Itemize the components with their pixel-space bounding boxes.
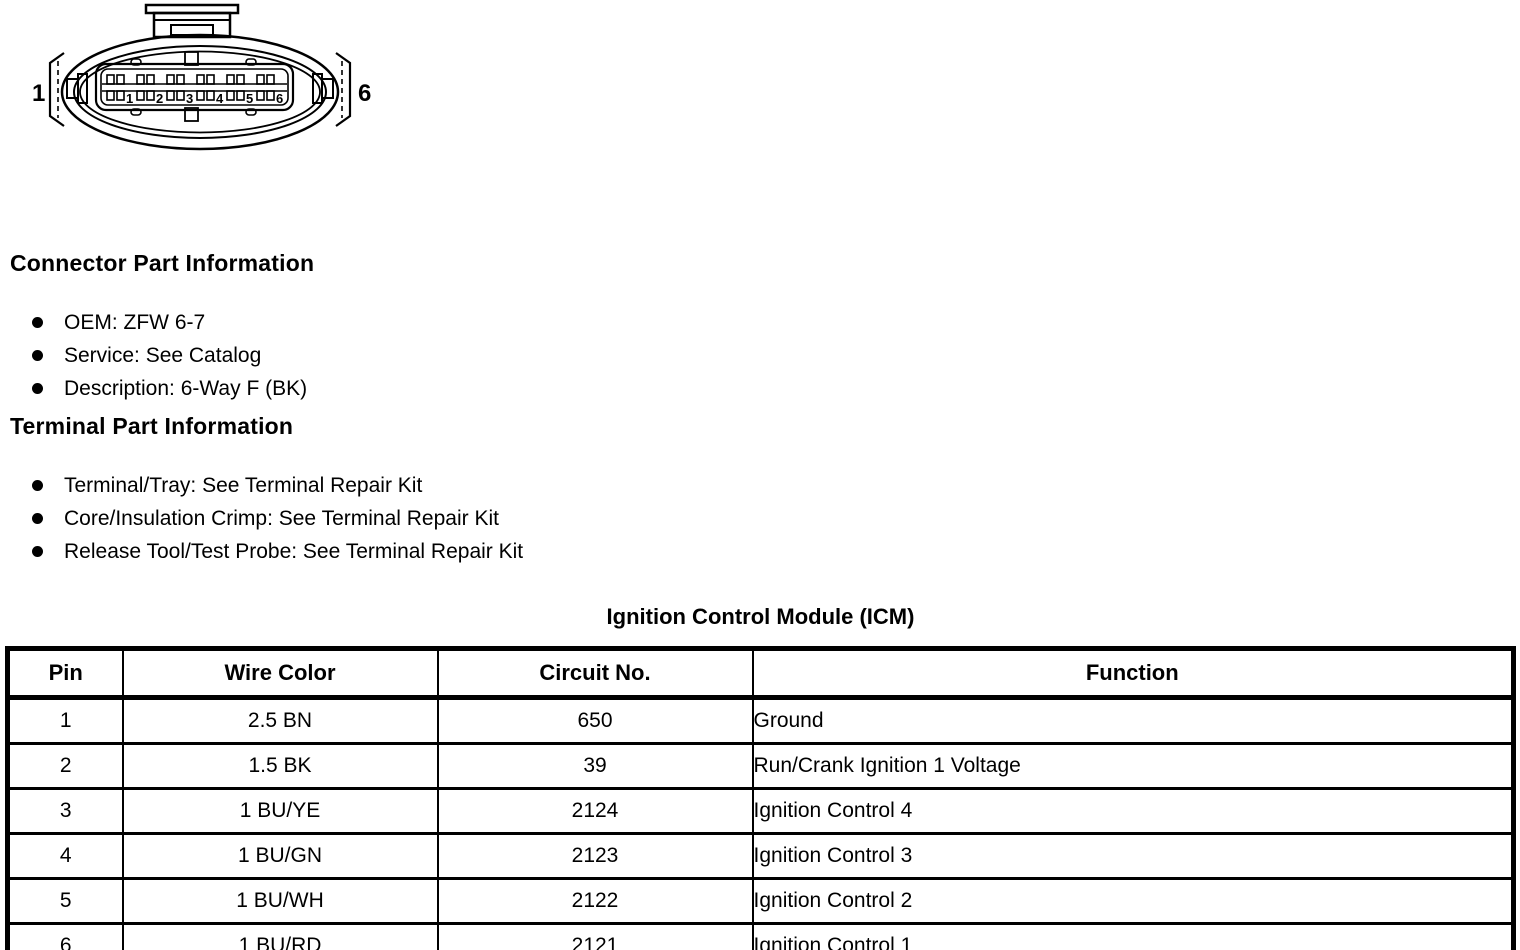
connector-lock-neck <box>152 11 232 39</box>
table-row: 1 2.5 BN 650 Ground <box>6 696 1515 745</box>
table-header-row: Pin Wire Color Circuit No. Function <box>6 648 1515 700</box>
cell-circuit-no: 39 <box>436 742 754 790</box>
list-item: OEM: ZFW 6-7 <box>32 306 307 339</box>
cell-wire-color: 1 BU/YE <box>121 787 439 835</box>
connector-seal-ring-inner <box>79 50 321 134</box>
cell-circuit-no: 2123 <box>436 832 754 880</box>
bullet-icon <box>32 317 43 328</box>
cell-pin: 1 <box>6 696 124 745</box>
connector-end-label-1: 1 <box>32 80 45 107</box>
cell-pin: 6 <box>6 922 124 950</box>
list-item: Terminal/Tray: See Terminal Repair Kit <box>32 469 523 502</box>
terminal-cavities <box>106 74 275 101</box>
cell-wire-color: 1 BU/RD <box>121 922 439 950</box>
table-row: 6 1 BU/RD 2121 Ignition Control 1 <box>6 922 1515 950</box>
cell-function: Ignition Control 4 <box>751 787 1515 835</box>
cell-function: Ignition Control 1 <box>751 922 1515 950</box>
terminal-part-info-heading: Terminal Part Information <box>10 413 294 439</box>
connector-part-info-list: OEM: ZFW 6-7 Service: See Catalog Descri… <box>32 306 307 405</box>
cell-circuit-no: 2124 <box>436 787 754 835</box>
connector-end-label-6: 6 <box>358 80 371 107</box>
cell-wire-color: 1.5 BK <box>121 742 439 790</box>
table-row: 5 1 BU/WH 2122 Ignition Control 2 <box>6 877 1515 925</box>
col-header-circuit-no: Circuit No. <box>436 648 754 700</box>
terminal-number-6: 6 <box>276 91 283 106</box>
cell-function: Ignition Control 2 <box>751 877 1515 925</box>
cell-function: Ignition Control 3 <box>751 832 1515 880</box>
bullet-icon <box>32 480 43 491</box>
terminal-number-2: 2 <box>156 91 163 106</box>
cell-function: Run/Crank Ignition 1 Voltage <box>751 742 1515 790</box>
connector-diagram: 1 2 3 4 5 6 1 6 <box>32 3 371 151</box>
cell-pin: 2 <box>6 742 124 790</box>
table-row: 4 1 BU/GN 2123 Ignition Control 3 <box>6 832 1515 880</box>
terminal-housing <box>94 62 295 112</box>
table-row: 2 1.5 BK 39 Run/Crank Ignition 1 Voltage <box>6 742 1515 790</box>
oem-value: OEM: ZFW 6-7 <box>64 310 206 334</box>
terminal-number-3: 3 <box>186 91 193 106</box>
cell-circuit-no: 650 <box>436 696 754 745</box>
col-header-pin: Pin <box>6 648 124 700</box>
cell-pin: 4 <box>6 832 124 880</box>
bullet-icon <box>32 513 43 524</box>
release-tool-test-probe-value: Release Tool/Test Probe: See Terminal Re… <box>64 539 524 563</box>
icm-pinout-table: Pin Wire Color Circuit No. Function 1 2.… <box>5 646 1516 950</box>
list-item: Description: 6-Way F (BK) <box>32 372 307 405</box>
cell-wire-color: 1 BU/GN <box>121 832 439 880</box>
terminal-number-5: 5 <box>246 91 253 106</box>
bullet-icon <box>32 546 43 557</box>
service-value: Service: See Catalog <box>64 343 262 367</box>
cell-circuit-no: 2122 <box>436 877 754 925</box>
table-row: 3 1 BU/YE 2124 Ignition Control 4 <box>6 787 1515 835</box>
terminal-tray-value: Terminal/Tray: See Terminal Repair Kit <box>64 473 423 497</box>
core-insulation-crimp-value: Core/Insulation Crimp: See Terminal Repa… <box>64 506 499 530</box>
terminal-part-info-list: Terminal/Tray: See Terminal Repair Kit C… <box>32 469 523 568</box>
connector-seal-ring-outer <box>73 45 327 139</box>
cell-circuit-no: 2121 <box>436 922 754 950</box>
cell-pin: 3 <box>6 787 124 835</box>
col-header-function: Function <box>751 648 1515 700</box>
terminal-number-4: 4 <box>216 91 224 106</box>
list-item: Release Tool/Test Probe: See Terminal Re… <box>32 535 523 568</box>
cell-pin: 5 <box>6 877 124 925</box>
description-value: Description: 6-Way F (BK) <box>64 376 308 400</box>
connector-part-info-heading: Connector Part Information <box>10 250 315 276</box>
connector-left-wing <box>48 52 65 127</box>
bullet-icon <box>32 350 43 361</box>
cell-wire-color: 2.5 BN <box>121 696 439 745</box>
cell-function: Ground <box>751 696 1515 745</box>
connector-outer-shell <box>60 33 340 151</box>
table-title: Ignition Control Module (ICM) <box>606 604 915 629</box>
bullet-icon <box>32 383 43 394</box>
list-item: Service: See Catalog <box>32 339 307 372</box>
terminal-number-1: 1 <box>126 91 133 106</box>
connector-right-wing <box>335 52 352 127</box>
col-header-wire-color: Wire Color <box>121 648 439 700</box>
list-item: Core/Insulation Crimp: See Terminal Repa… <box>32 502 523 535</box>
cell-wire-color: 1 BU/WH <box>121 877 439 925</box>
